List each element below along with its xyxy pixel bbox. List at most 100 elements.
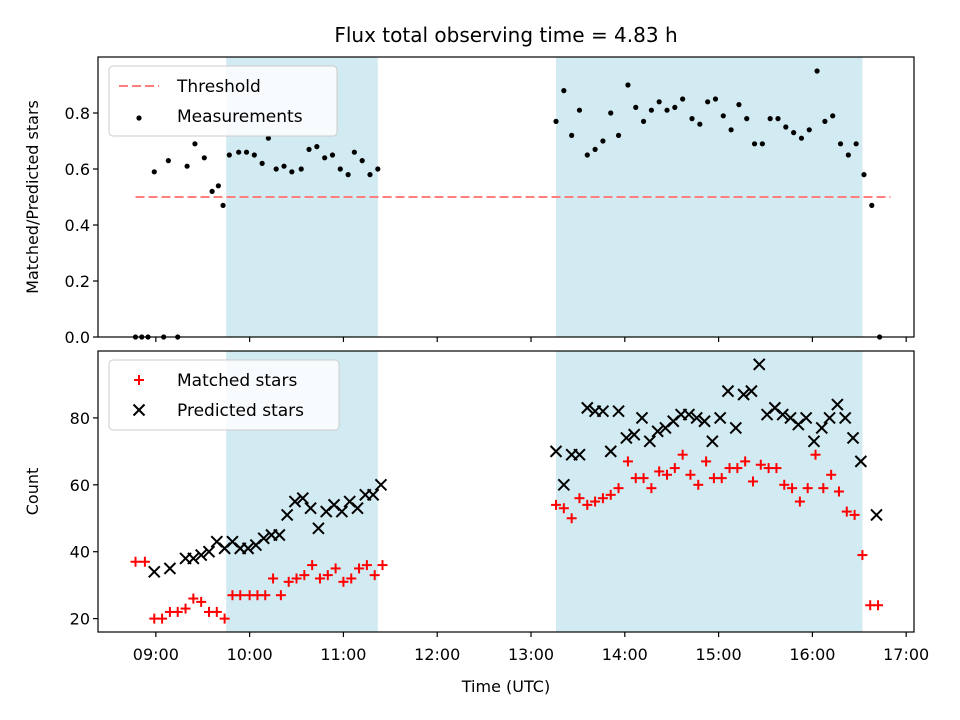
y-tick-label: 0.6 [65,160,90,179]
data-point [753,358,766,371]
data-point [219,613,230,624]
data-point [187,552,200,565]
data-point [633,104,639,110]
data-point [377,560,388,571]
data-point [569,132,575,138]
data-point [296,491,309,505]
axes-frame [97,56,915,338]
data-point [745,384,758,398]
legend-label: Measurements [177,107,303,127]
x-tick-label: 13:00 [508,645,554,664]
data-point [148,565,161,578]
data-point [184,163,190,169]
data-point [698,415,711,428]
data-point [767,116,773,122]
data-point [706,435,719,448]
data-point [304,502,317,515]
data-point [680,96,686,102]
data-point [635,411,649,425]
data-point [273,166,279,172]
data-point [581,401,594,415]
data-point [651,425,664,438]
data-point [615,132,622,138]
legend-swatch-x [132,403,146,417]
data-point [620,431,633,445]
x-tick-label: 16:00 [789,645,835,664]
axes-frame [97,350,915,633]
data-point [720,113,726,119]
data-point [291,573,302,584]
data-point [322,570,333,581]
data-point [776,408,789,421]
data-point [574,493,585,504]
data-point [280,508,294,522]
data-point [151,169,157,175]
data-point [690,411,703,425]
data-point [259,160,265,166]
data-point [236,149,242,155]
data-point [130,556,141,567]
data-point [283,576,294,587]
data-point [235,590,246,601]
data-point [846,431,860,445]
data-point [685,469,696,480]
data-point [849,509,860,520]
data-point [346,573,357,584]
data-point [841,506,852,517]
data-point [771,463,782,474]
data-point [549,445,563,458]
shaded-interval [556,351,863,632]
data-point [677,449,688,460]
data-point [202,545,216,558]
legend-swatch-plus [134,375,144,385]
data-point [815,421,828,435]
data-point [374,478,388,492]
data-point [557,478,571,492]
data-point [351,149,357,155]
data-point [791,130,797,136]
legend-label: Threshold [176,77,261,97]
data-point [861,172,867,178]
data-point [787,483,798,494]
data-point [288,495,302,508]
data-point [592,146,598,152]
data-point [157,613,168,624]
data-point [260,590,271,601]
data-point [794,496,805,507]
data-point [596,405,610,418]
data-point [654,466,665,477]
legend-box [108,359,340,431]
data-point [807,435,821,448]
data-point [775,116,781,122]
data-point [737,388,750,401]
data-point [329,152,336,158]
y-tick-label: 0.8 [65,104,90,123]
legend-swatch-dot [136,115,142,121]
data-point [194,548,208,562]
data-point [330,563,341,574]
data-point [551,499,562,510]
data-point [188,593,199,604]
data-point [192,141,198,147]
data-point [351,502,364,515]
data-point [612,405,625,418]
data-point [870,508,883,522]
data-point [857,550,868,561]
data-point [281,163,287,169]
data-point [209,188,215,194]
data-point [566,513,577,524]
data-point [822,118,828,124]
data-point [220,202,226,208]
y-tick-label: 60 [70,476,90,495]
data-point [818,483,829,494]
data-point [597,493,608,504]
data-point [622,456,633,467]
data-point [732,463,743,474]
data-point [802,483,813,494]
data-point [682,408,696,421]
data-point [625,82,631,88]
data-point [705,99,711,105]
data-point [558,503,569,514]
data-point [180,603,191,614]
data-point [869,202,875,208]
